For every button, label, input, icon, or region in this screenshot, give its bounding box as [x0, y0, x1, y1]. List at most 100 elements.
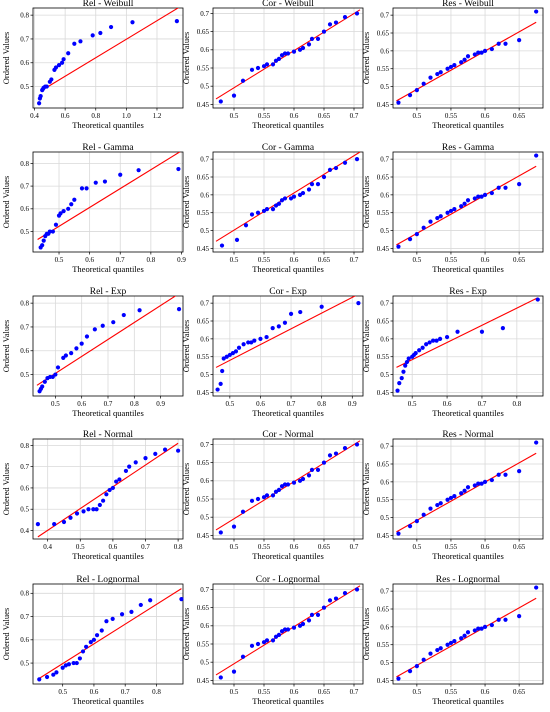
data-point [123, 468, 129, 474]
y-tick-label: 0.45 [377, 677, 390, 685]
data-point [476, 481, 481, 486]
x-tick-label: 0.6 [443, 400, 452, 408]
axes-frame [32, 151, 184, 253]
data-point [66, 662, 72, 667]
x-tick-label: 0.6 [481, 112, 490, 120]
y-tick-label: 0.55 [377, 209, 390, 217]
y-tick-label: 0.6 [380, 191, 389, 199]
data-point [496, 41, 501, 46]
y-tick-label: 0.65 [197, 459, 210, 467]
data-point [291, 625, 297, 630]
data-point [462, 633, 467, 638]
data-point [79, 186, 85, 191]
data-point [534, 153, 539, 158]
data-point [445, 66, 450, 71]
y-tick-label: 0.6 [200, 46, 209, 54]
y-tick-label: 0.6 [380, 478, 389, 486]
y-tick-label: 0.7 [20, 323, 29, 331]
x-axis-label: Theoretical quantiles [432, 264, 504, 274]
data-point [462, 57, 467, 62]
data-point [215, 387, 220, 392]
y-tick-label: 0.7 [380, 156, 389, 164]
data-point [496, 472, 501, 477]
data-point [503, 41, 508, 46]
x-axis-label: Theoretical quantiles [252, 551, 324, 561]
fit-line [396, 165, 537, 246]
x-tick-label: 0.55 [445, 112, 458, 120]
x-tick-label: 0.7 [121, 688, 130, 696]
qq-panel-2: 0.5 0.55 0.6 0.65 0.7 0.45 0.5 0.55 0.6 0.65 0.7 Co… [181, 0, 364, 130]
data-point [264, 638, 270, 643]
data-point [236, 345, 242, 350]
data-point [413, 351, 418, 356]
data-point [118, 172, 123, 177]
y-axis-label: Ordered Values [1, 176, 11, 228]
x-axis-label: Theoretical quantiles [252, 120, 324, 130]
data-point [309, 36, 315, 42]
qq-panel-7: 0.5 0.6 0.7 0.8 0.9 0.5 0.6 0.7 0.8 Rel - Exp Theo… [1, 287, 184, 418]
x-tick-label: 0.8 [152, 688, 161, 696]
x-tick-label: 0.8 [146, 256, 155, 264]
y-axis-label: Ordered Values [181, 463, 191, 515]
x-tick-label: 0.6 [481, 256, 490, 264]
axes-frame [212, 438, 364, 540]
data-point [84, 334, 90, 339]
data-point [53, 65, 59, 70]
y-tick-label: 0.65 [377, 317, 390, 325]
data-point [107, 487, 112, 493]
data-point [90, 33, 95, 38]
data-point [489, 622, 494, 628]
data-point [407, 93, 413, 98]
y-tick-label: 0.55 [377, 65, 390, 73]
data-point [427, 340, 432, 345]
data-point [231, 93, 237, 98]
x-tick-label: 0.7 [116, 256, 125, 264]
data-point [448, 64, 454, 70]
x-axis-label: Theoretical quantiles [252, 408, 324, 418]
x-axis-label: Theoretical quantiles [252, 696, 324, 706]
x-tick-label: 0.65 [513, 112, 526, 120]
data-point [472, 628, 477, 633]
data-point [47, 229, 52, 234]
x-tick-label: 0.8 [91, 112, 100, 120]
data-point [291, 49, 297, 54]
data-point [496, 185, 501, 190]
axes-frame [32, 583, 184, 685]
data-point [306, 618, 312, 623]
data-point [61, 519, 67, 525]
qq-panel-10: 0.4 0.5 0.6 0.7 0.8 0.4 0.5 0.6 0.7 0.8 Rel - Norm… [1, 430, 184, 561]
x-axis-label: Theoretical quantiles [72, 120, 144, 130]
data-point [428, 219, 433, 224]
data-point [136, 168, 141, 173]
panel-title: Rel - Gamma [82, 143, 134, 153]
data-point [414, 664, 419, 669]
data-point [517, 182, 522, 187]
data-point [342, 590, 348, 596]
data-point [448, 208, 454, 214]
y-tick-label: 0.6 [200, 622, 209, 630]
data-point [356, 301, 361, 306]
data-point [448, 495, 454, 501]
y-tick-label: 0.8 [20, 300, 29, 308]
x-tick-label: 0.6 [90, 688, 99, 696]
x-tick-label: 0.5 [55, 256, 64, 264]
data-point [258, 336, 263, 341]
x-tick-label: 0.65 [318, 112, 331, 120]
x-tick-label: 0.65 [318, 256, 331, 264]
x-tick-label: 0.6 [481, 543, 490, 551]
y-tick-label: 0.6 [20, 347, 29, 355]
y-tick-label: 0.45 [377, 532, 390, 540]
data-point [395, 388, 400, 393]
data-point [234, 237, 240, 242]
y-tick-label: 0.6 [20, 636, 29, 644]
data-point [221, 356, 226, 361]
data-point [452, 63, 457, 68]
data-point [438, 214, 443, 219]
data-point [342, 14, 348, 20]
data-point [479, 626, 484, 631]
data-point [104, 619, 109, 624]
data-point [282, 482, 288, 487]
panel-title: Res - Gamma [442, 143, 495, 153]
axes-frame [212, 151, 364, 253]
